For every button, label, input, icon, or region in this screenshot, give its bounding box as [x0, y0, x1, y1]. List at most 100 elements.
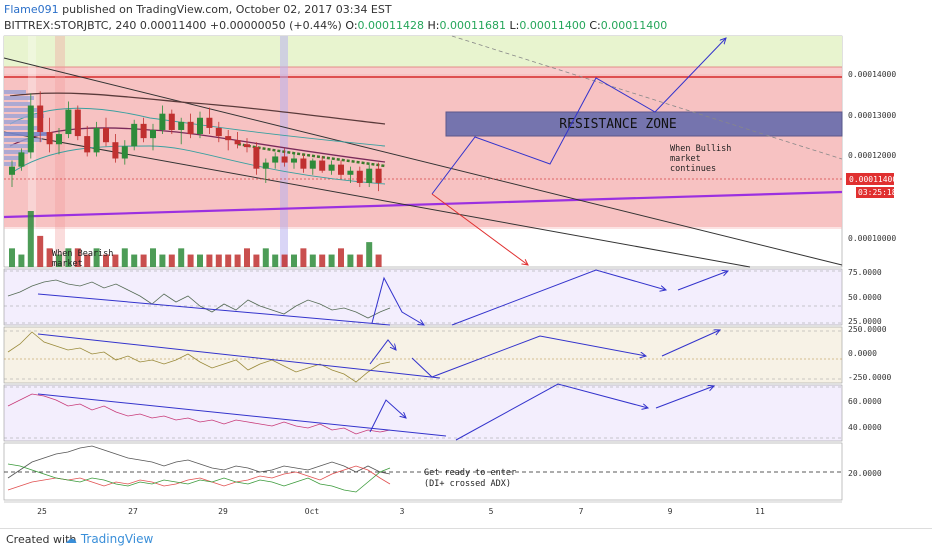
adx-note-line1: Get ready to enter [424, 468, 516, 478]
candle-body [253, 147, 260, 169]
red-zone [4, 67, 842, 227]
volume-bar [272, 254, 279, 267]
volume-bar [356, 254, 363, 267]
bb-upper [9, 107, 386, 147]
osc1-y-tick: 25.0000 [848, 317, 882, 326]
bullish-projection [431, 38, 726, 195]
tradingview-logo[interactable]: ☁ TradingView [65, 532, 153, 546]
author-link[interactable]: Flame091 [4, 3, 59, 16]
volume-bar [206, 254, 213, 267]
osc1-projection-c [677, 271, 728, 291]
volume-bar [168, 254, 175, 267]
purple-trendline [3, 190, 843, 219]
volume-bar [46, 248, 53, 267]
volume-bar [291, 254, 297, 267]
y-tick: 0.00013000 [848, 111, 896, 120]
oscillator-pane-4 [3, 442, 843, 501]
osc1-projection-b [451, 269, 666, 326]
volume-bar [150, 248, 156, 267]
close-value: 0.00011400 [600, 19, 668, 32]
osc1-y-tick: 50.0000 [848, 293, 882, 302]
red-zone-inner [4, 74, 842, 229]
volume-bar [319, 254, 326, 267]
osc2-projection-b [411, 335, 646, 378]
bearish-projection [431, 193, 528, 265]
volume-bar [309, 254, 316, 267]
x-tick: 11 [755, 507, 765, 516]
resistance-zone [445, 111, 843, 137]
candle-body [27, 105, 34, 153]
volume-bar [103, 254, 109, 267]
y-tick: 0.00012000 [848, 151, 896, 160]
candle-body [338, 164, 344, 175]
volume-bar [65, 248, 72, 267]
osc2-projection-a [369, 339, 396, 365]
candle-body [347, 170, 354, 175]
last-price-tag-text: 0.00011400 [849, 175, 897, 184]
candle-body [74, 109, 81, 137]
candle-body [112, 142, 119, 159]
candle-body [375, 168, 382, 183]
di-minus-line [7, 465, 391, 491]
osc3-projection-c [655, 386, 714, 409]
x-tick: 3 [400, 507, 405, 516]
volume-bar [366, 242, 373, 267]
x-tick: 5 [489, 507, 494, 516]
volume-bar [281, 254, 288, 267]
y-tick: 0.00010000 [848, 234, 896, 243]
osc3-projection-b [455, 383, 648, 441]
volume-bar [225, 254, 232, 267]
volume-bar [262, 248, 269, 267]
bullish-note-line1: When Bullish [670, 144, 731, 154]
candle-body [319, 160, 326, 171]
di-plus-line [7, 463, 391, 493]
candle-body [131, 123, 138, 147]
candle-body [300, 158, 307, 169]
volume-bar [9, 248, 15, 267]
candle-body [206, 117, 213, 128]
volume-bar [197, 254, 203, 267]
volume-bar [93, 248, 100, 267]
open-label: O: [345, 19, 358, 32]
green-zone [4, 36, 842, 67]
bullish-note-line3: continues [670, 164, 716, 174]
low-value: 0.00011400 [519, 19, 586, 32]
chart-area[interactable]: RESISTANCE ZONE When Bullish market cont… [0, 34, 932, 528]
x-tick: Oct [305, 507, 320, 516]
volume-bar [56, 254, 62, 267]
time-axis: 25 27 29 Oct 3 5 7 9 11 [37, 507, 765, 516]
osc2-projection-c [661, 330, 720, 357]
candle-body [262, 162, 269, 169]
volume-bar [131, 254, 138, 267]
candle-body [37, 105, 44, 133]
osc1-trendline [37, 293, 391, 326]
low-label: L: [509, 19, 520, 32]
osc2-y-tick: -250.0000 [848, 373, 892, 382]
candle-body [215, 127, 222, 137]
volume-bar [27, 211, 34, 267]
candle-body [309, 160, 316, 169]
candle-body [234, 140, 241, 145]
candle-body [366, 168, 373, 183]
candle-body [140, 123, 147, 139]
price-axis: 0.00014000 0.00013000 0.00012000 0.00010… [848, 70, 896, 243]
candle-body [272, 156, 279, 163]
volume-bar [375, 254, 382, 267]
volume-bar [187, 254, 194, 267]
candle-body [197, 117, 203, 135]
candle-body [93, 127, 100, 153]
osc2-y-tick: 0.0000 [848, 349, 877, 358]
volume-bar [328, 254, 335, 267]
candles [9, 91, 382, 192]
candle-body [178, 121, 185, 130]
cloud-icon: ☁ [65, 532, 77, 546]
volume-bar [347, 254, 354, 267]
volume-bar [112, 254, 119, 267]
high-value: 0.00011681 [439, 19, 506, 32]
symbol-info: BITTREX:STORJBTC, 240 0.00011400 +0.0000… [4, 19, 667, 32]
osc3-y-tick: 40.0000 [848, 423, 882, 432]
x-tick: 9 [668, 507, 673, 516]
osc2-y-tick: 250.0000 [848, 325, 887, 334]
candle-body [168, 113, 175, 130]
candle-body [84, 136, 91, 153]
